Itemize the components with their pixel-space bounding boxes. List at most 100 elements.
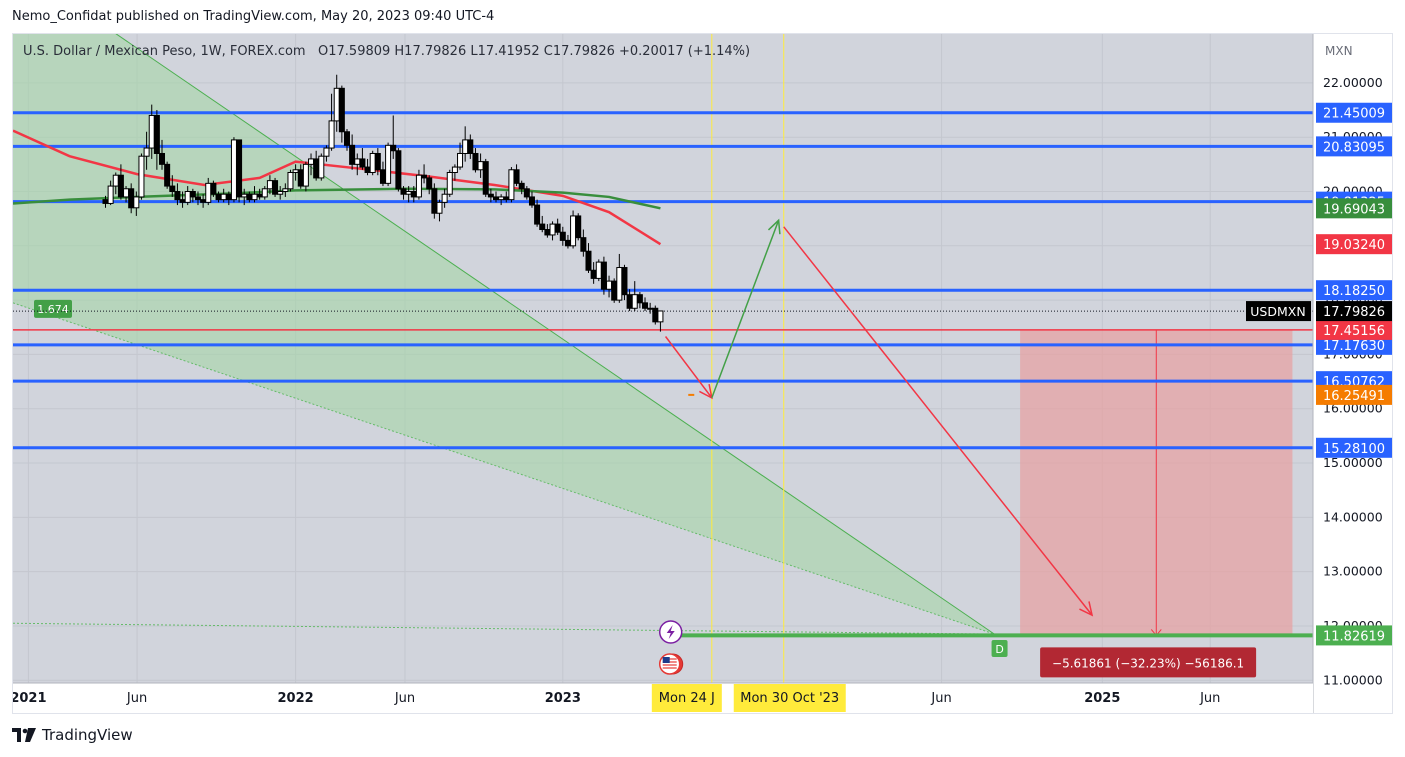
- chart-svg[interactable]: 1.674 −5.61861 (−32.23%) −56186.1 D MXN …: [10, 0, 1392, 713]
- orange-badge: 16.25491: [1323, 389, 1385, 404]
- ema-red-badge: 19.03240: [1323, 238, 1385, 253]
- level-badge-6: 15.28100: [1323, 442, 1385, 457]
- arrow-line-0: [664, 336, 713, 399]
- arrow-head-1: [767, 218, 781, 235]
- lightning-bolt-glyph: [666, 625, 675, 639]
- candle-body: [359, 158, 366, 168]
- level-badge-4: 17.17630: [1323, 339, 1385, 354]
- candle-body: [616, 267, 623, 301]
- candle-body: [477, 161, 484, 171]
- candle-body: [328, 120, 335, 149]
- time-axis: 2021 Jun 2022 Jun 2023 Jun 2025 Jun Mon 24 J Mon …: [10, 684, 1220, 712]
- time-tick-label: Jun: [1199, 691, 1220, 706]
- candle-body: [194, 196, 201, 201]
- candle-body: [410, 190, 417, 198]
- orange-badge-bg: [1316, 384, 1392, 405]
- time-tick-label: Jun: [394, 691, 415, 706]
- currency-label: MXN: [1325, 44, 1353, 58]
- publisher-caption: Nemo_Confidat published on TradingView.c…: [12, 9, 495, 24]
- candle-body: [544, 229, 551, 236]
- candle-body: [611, 280, 618, 301]
- time-tick-label: Jun: [930, 691, 951, 706]
- time-tick-label: 2022: [278, 691, 314, 706]
- level-badge-3-bg: [1316, 280, 1392, 301]
- ema-green-line: [12, 187, 661, 210]
- target-badge: 11.82619: [1323, 629, 1385, 644]
- candle-body: [554, 223, 561, 233]
- candle-body: [647, 307, 654, 310]
- candle-body: [220, 193, 227, 201]
- price-tick-label: 15.00000: [1323, 455, 1383, 470]
- candle-body: [539, 223, 546, 231]
- candle-body: [631, 294, 638, 309]
- candle-body: [436, 201, 443, 214]
- candle-body: [200, 199, 207, 203]
- candle-body: [333, 87, 340, 122]
- candle-body: [472, 152, 479, 171]
- price-tick-label: 22.00000: [1323, 75, 1383, 90]
- candle-body: [462, 139, 469, 154]
- fib-fan-lower-line: [12, 302, 995, 635]
- fib-fan-lower-line-2: [12, 622, 995, 635]
- candle-body: [205, 182, 212, 203]
- candle-body: [123, 188, 130, 198]
- tradingview-logo-icon: [12, 728, 36, 742]
- us-flag-canton: [662, 657, 670, 663]
- candle-body: [657, 310, 664, 323]
- candle-body: [354, 158, 361, 165]
- vertical-time-markers: [711, 34, 785, 683]
- candle-body: [318, 155, 325, 179]
- candle-body: [323, 147, 330, 157]
- target-badge-bg: [1316, 625, 1392, 646]
- time-marker-label-1: Mon 30 Oct '23: [740, 691, 839, 706]
- candle-body: [169, 185, 176, 192]
- candle-body: [636, 294, 643, 304]
- brand-name: TradingView: [42, 726, 133, 744]
- candle-body: [518, 182, 525, 190]
- candle-body: [431, 188, 438, 214]
- candle-body: [138, 155, 145, 198]
- entry-badge-bg: [1316, 319, 1392, 340]
- candle-body: [107, 185, 114, 204]
- footer[interactable]: TradingView: [12, 726, 133, 744]
- candle-body: [451, 166, 458, 173]
- ema-red-line: [12, 129, 662, 246]
- candle-body: [272, 180, 279, 195]
- candle-body: [415, 174, 422, 198]
- symbol-badge-bg: [1246, 301, 1311, 322]
- candle-body: [282, 188, 289, 192]
- drawn-arrows[interactable]: [664, 218, 1094, 617]
- short-zone-stats-badge: [1040, 647, 1257, 678]
- chart-frame[interactable]: 1.674 −5.61861 (−32.23%) −56186.1 D MXN …: [10, 0, 1393, 714]
- candle-body: [369, 152, 376, 173]
- candle-body: [621, 267, 628, 296]
- candle-body: [297, 169, 304, 187]
- candle-body: [534, 204, 541, 225]
- candles: [102, 74, 664, 332]
- candle-body: [528, 196, 535, 206]
- candle-body: [349, 144, 356, 165]
- candle-body: [374, 152, 381, 171]
- last-price-badge: 17.79826: [1323, 305, 1385, 320]
- candle-body: [338, 87, 345, 133]
- candle-body: [143, 147, 150, 157]
- candle-body: [446, 171, 453, 195]
- candle-body: [179, 199, 186, 203]
- level-badge-3: 18.18250: [1323, 284, 1385, 299]
- candle-body: [292, 169, 299, 173]
- arrow-head-2: [1079, 601, 1094, 617]
- candle-body: [148, 114, 155, 149]
- candle-body: [189, 190, 196, 198]
- candle-body: [251, 193, 258, 201]
- fib-fan-fill: [13, 0, 995, 635]
- symbol-badge: USDMXN: [1250, 304, 1305, 319]
- candle-body: [313, 158, 320, 179]
- candle-body: [159, 152, 166, 165]
- candle-body: [287, 171, 294, 190]
- event-markers[interactable]: D: [658, 620, 1008, 675]
- candle-body: [652, 307, 659, 323]
- time-marker-badge-bg-0: [651, 684, 722, 712]
- candle-body: [487, 193, 494, 198]
- chart-legend: U.S. Dollar / Mexican Peso, 1W, FOREX.co…: [23, 44, 750, 59]
- horizontal-levels[interactable]: [13, 111, 1313, 638]
